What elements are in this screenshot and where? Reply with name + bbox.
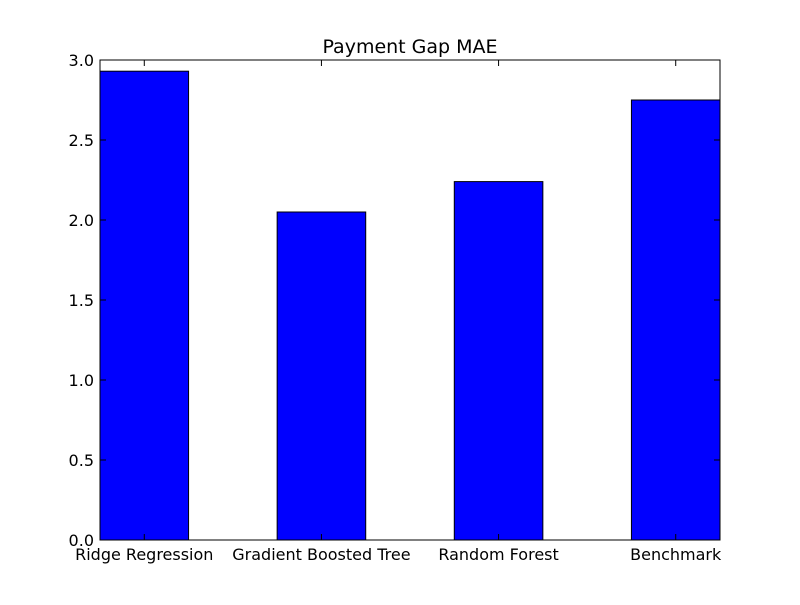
x-tick-label-0: Ridge Regression xyxy=(75,545,213,564)
y-tick-label-2: 1.0 xyxy=(69,371,94,390)
bar-2 xyxy=(453,181,544,541)
y-tick-label-3: 1.5 xyxy=(69,291,94,310)
ticks-layer xyxy=(100,59,720,541)
bar-3 xyxy=(630,99,721,541)
y-tick-label-0: 0.0 xyxy=(69,531,94,550)
bar-1 xyxy=(276,211,367,541)
y-tick-label-6: 3.0 xyxy=(69,51,94,70)
x-tick-label-2: Random Forest xyxy=(438,545,558,564)
y-tick-label-1: 0.5 xyxy=(69,451,94,470)
tick-labels-layer: Ridge Regression Gradient Boosted Tree Ran… xyxy=(69,51,722,564)
x-tick-label-1: Gradient Boosted Tree xyxy=(232,545,410,564)
x-tick-label-3: Benchmark xyxy=(630,545,722,564)
bars-layer xyxy=(99,70,721,541)
plot-area-frame xyxy=(99,59,721,541)
y-tick-label-5: 2.5 xyxy=(69,131,94,150)
y-tick-label-4: 2.0 xyxy=(69,211,94,230)
chart-title: Payment Gap MAE xyxy=(322,36,497,58)
bar-0 xyxy=(99,70,190,541)
